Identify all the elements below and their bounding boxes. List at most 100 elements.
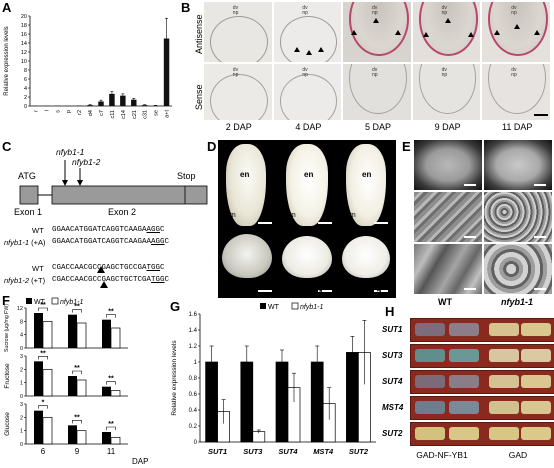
np-label: np (441, 10, 448, 16)
a-ytick-label: 16 (21, 32, 27, 38)
f-legend-wt-swatch (26, 298, 32, 304)
panel-h-label: H (385, 304, 395, 319)
g-xtick-label: SUT1 (208, 447, 227, 456)
f-xlabel: DAP (132, 457, 148, 466)
scale-bar-e2 (534, 184, 546, 186)
f-ytick-label: 1 (20, 381, 23, 387)
f-xtick-label: 9 (75, 447, 80, 456)
dv-np-label: dv np (302, 5, 308, 16)
f-sig-label: ** (74, 414, 80, 421)
h-plate-strip (410, 396, 554, 420)
h-yeast-spot (415, 349, 445, 362)
em-label-3: em (346, 212, 356, 219)
a-ytick-label: 6 (24, 77, 27, 83)
panel-g-label: G (170, 299, 181, 314)
f-ytick-label: 2 (20, 415, 23, 421)
f-legend-wt: WT (34, 299, 46, 306)
f-ylabel: Sucrose (μg/mg FW) (4, 304, 10, 352)
f-ytick-label: 1 (20, 429, 23, 435)
panel-a-label: A (2, 0, 12, 15)
f-bar-mut (110, 327, 121, 349)
scale-bar-d3 (374, 222, 388, 224)
section-nfyb1-1 (282, 236, 332, 278)
h-yeast-spot (449, 349, 479, 362)
h-col-label-gad-nfyb1: GAD-NF-YB1 (416, 450, 468, 460)
h-plate-strip (410, 318, 554, 342)
f-bar-mut (42, 416, 53, 445)
np-label: np (441, 72, 448, 78)
seq1-wt-main: GGAACATGGATCAGGTCAAGA (52, 226, 147, 234)
dv-np-label: dv np (511, 5, 517, 16)
seq2-wt-end: C (160, 264, 165, 272)
np-label: np (371, 72, 378, 78)
f-bar-wt (68, 376, 77, 396)
d-label-wt: WT (236, 288, 250, 298)
np-label: np (511, 72, 517, 78)
dv-np-label: dv np (441, 67, 448, 78)
f-ytick-label: 8 (20, 319, 23, 325)
scale-bar-d6 (374, 290, 388, 292)
e-label-wt: WT (438, 297, 452, 307)
a-bar (141, 105, 148, 106)
dv-np-label: dv np (441, 5, 448, 16)
panel-d-seeds: en en en em em em (218, 140, 396, 298)
f-ylabel: Fructose (4, 363, 11, 389)
h-yeast-spot (449, 323, 479, 336)
d-label-nfyb1-2: nfyb1-2 (348, 288, 381, 298)
scale-bar-e1 (464, 184, 476, 186)
panel-h-yeast: SUT1 SUT3 SUT4 MST4 SUT2 GAD-NF-YB1 GAD (382, 318, 554, 468)
a-bar (120, 95, 126, 106)
insitu-sense-4: dv np (412, 64, 481, 120)
g-ytick-label: 0 (194, 440, 198, 446)
row-label-antisense: Antisense (194, 14, 204, 54)
f-sig-bracket (38, 405, 48, 409)
a-xtick-label: c11 (110, 110, 116, 118)
panel-e-sem (414, 140, 552, 294)
arrowhead (305, 50, 312, 55)
h-yeast-spot (521, 401, 551, 414)
f-sig-label: ** (108, 421, 114, 428)
sem-wt-whole (414, 140, 482, 190)
f-sig-label: ** (74, 365, 80, 372)
h-yeast-spot (415, 427, 445, 440)
f-ytick-label: 3 (20, 354, 23, 360)
h-yeast-spot (521, 427, 551, 440)
sem-mut-whole (484, 140, 552, 190)
g-legend-wt: WT (268, 304, 280, 311)
panel-b-label: B (181, 0, 191, 15)
seq1-mut-label: nfyb1-1 (+A) (4, 238, 46, 247)
h-plate-strip (410, 422, 554, 446)
seq1-wt-pam: AGG (146, 226, 161, 234)
f-bar-mut (42, 368, 53, 397)
grain-outline (279, 74, 338, 120)
a-xtick-label: r (33, 110, 39, 112)
g-ylabel: Relative expression levels (171, 340, 178, 416)
h-row-label: SUT2 (382, 429, 403, 438)
a-xtick-label: d4 (88, 110, 94, 116)
np-label: np (302, 72, 308, 78)
seq1-wt-end: C (160, 226, 165, 234)
mutant2-label: nfyb1-2 (72, 157, 101, 167)
h-yeast-spot (521, 375, 551, 388)
insitu-antisense-row: dv np dv np dv np dv np dv np (204, 2, 552, 62)
scale-bar-d5 (318, 290, 332, 292)
arrowhead (395, 30, 402, 35)
h-plate-strip (410, 370, 554, 394)
h-yeast-spot (489, 323, 519, 336)
panel-a-chart: 0 2 4 6 8 10 12 14 16 18 20 Relative expression lev… (4, 14, 172, 119)
section-wt (222, 234, 272, 278)
seq2-mut-label: nfyb1-2 (+T) (4, 276, 45, 285)
f-legend-mut: nfyb1-1 (60, 299, 83, 306)
h-yeast-spot (489, 349, 519, 362)
insitu-sense-row: dv np dv np dv np dv np dv np (204, 64, 552, 120)
insitu-sense-1: dv np (204, 64, 272, 120)
dv-np-label: dv np (511, 67, 517, 78)
exon2-label: Exon 2 (108, 207, 137, 217)
f-ytick-label: 0 (20, 346, 23, 352)
f-ytick-label: 4 (20, 333, 23, 339)
np-label: np (302, 10, 308, 16)
h-row-label: MST4 (382, 403, 404, 412)
seq2-mut: CGACCAACGCCGAGCTGCTCGATGGC (52, 276, 169, 284)
seq2-wt-main: CGACCAACGCCGAGCTGCCGA (52, 264, 147, 272)
seq2-wt-label: WT (32, 264, 44, 273)
